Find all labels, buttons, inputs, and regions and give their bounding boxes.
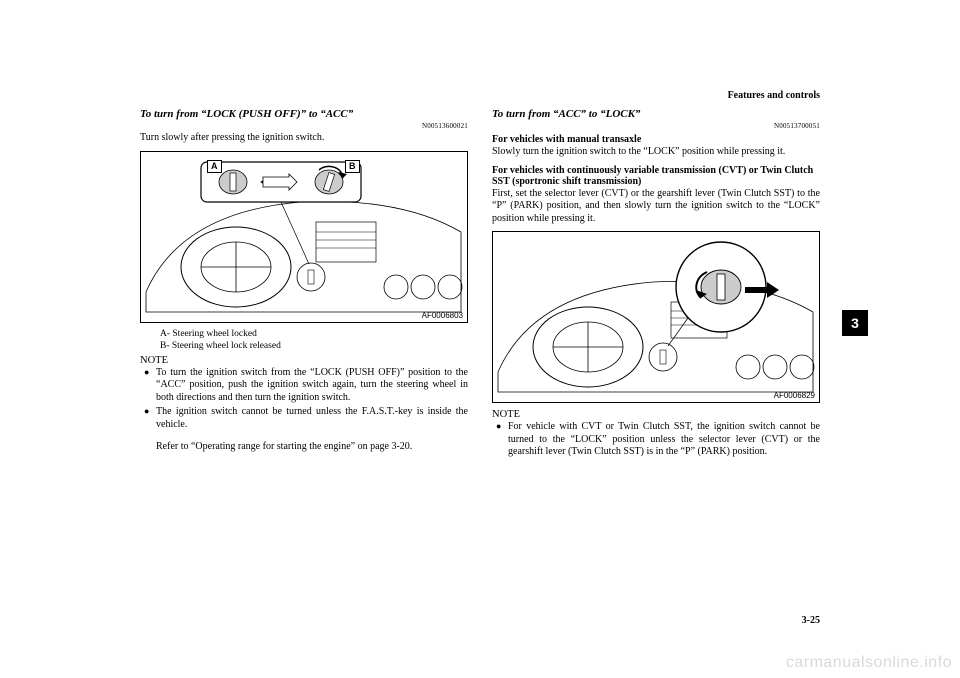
- note-item: For vehicle with CVT or Twin Clutch SST,…: [492, 421, 820, 459]
- legend-b: B- Steering wheel lock released: [160, 341, 468, 351]
- dashboard-illustration-b: [493, 232, 819, 402]
- left-heading: To turn from “LOCK (PUSH OFF)” to “ACC”: [140, 108, 468, 120]
- note-list-right: For vehicle with CVT or Twin Clutch SST,…: [492, 421, 820, 459]
- legend-a: A- Steering wheel locked: [160, 329, 468, 339]
- sub-reference: Refer to “Operating range for starting t…: [140, 441, 468, 454]
- left-intro: Turn slowly after pressing the ignition …: [140, 132, 468, 145]
- two-column-layout: To turn from “LOCK (PUSH OFF)” to “ACC” …: [140, 108, 820, 464]
- left-column: To turn from “LOCK (PUSH OFF)” to “ACC” …: [140, 108, 468, 464]
- section-header: Features and controls: [728, 90, 820, 101]
- para2-heading: For vehicles with continuously variable …: [492, 165, 820, 187]
- page-number: 3-25: [802, 615, 820, 626]
- left-refnum: N00513600021: [140, 122, 468, 130]
- right-heading: To turn from “ACC” to “LOCK”: [492, 108, 820, 120]
- right-column: To turn from “ACC” to “LOCK” N0051370005…: [492, 108, 820, 464]
- dashboard-illustration-a: [141, 152, 467, 322]
- note-heading-right: NOTE: [492, 409, 820, 420]
- figure-left: A B AF0006803: [140, 151, 468, 323]
- callout-a-label: A: [207, 160, 222, 173]
- para2-body: First, set the selector lever (CVT) or t…: [492, 188, 820, 226]
- right-refnum: N00513700051: [492, 122, 820, 130]
- figure-code-right: AF0006829: [774, 391, 815, 400]
- figure-code-left: AF0006803: [422, 311, 463, 320]
- note-item: To turn the ignition switch from the “LO…: [140, 367, 468, 405]
- figure-right: AF0006829: [492, 231, 820, 403]
- chapter-tab: 3: [842, 310, 868, 336]
- watermark: carmanualsonline.info: [786, 654, 952, 672]
- manual-page: Features and controls To turn from “LOCK…: [140, 100, 820, 620]
- note-list-left: To turn the ignition switch from the “LO…: [140, 367, 468, 432]
- para1-heading: For vehicles with manual transaxle: [492, 134, 820, 145]
- callout-b-label: B: [345, 160, 360, 173]
- para1-body: Slowly turn the ignition switch to the “…: [492, 146, 820, 159]
- note-item: The ignition switch cannot be turned unl…: [140, 406, 468, 431]
- note-heading-left: NOTE: [140, 355, 468, 366]
